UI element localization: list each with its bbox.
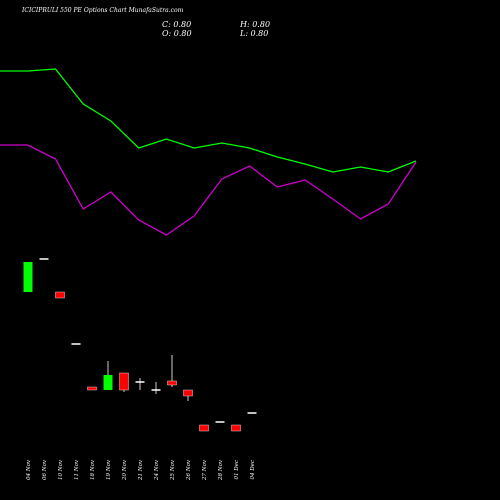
x-tick-label: 06 Nov bbox=[42, 459, 48, 480]
x-tick-label: 10 Nov bbox=[58, 459, 64, 480]
candle-body bbox=[39, 258, 49, 260]
x-tick-label: 27 Nov bbox=[202, 459, 208, 481]
candle-body bbox=[167, 380, 177, 386]
x-tick-label: 19 Nov bbox=[106, 459, 112, 480]
chart-title: ICICIPRULI 550 PE Options Chart MunafaSu… bbox=[21, 7, 184, 14]
candle-body bbox=[71, 343, 81, 345]
candle-body bbox=[119, 372, 129, 391]
overlay-line bbox=[0, 68, 417, 173]
candle-body bbox=[135, 381, 145, 383]
x-tick-label: 04 Dec bbox=[250, 460, 256, 480]
candle-body bbox=[215, 421, 225, 423]
x-tick-label: 21 Nov bbox=[138, 459, 144, 481]
candle-body bbox=[23, 262, 33, 292]
candle-body bbox=[55, 291, 65, 299]
candle-body bbox=[87, 386, 97, 391]
candle-body bbox=[199, 424, 209, 432]
ohlc-high: H: 0.80 bbox=[239, 20, 270, 29]
x-tick-label: 28 Nov bbox=[218, 459, 224, 481]
overlay-line bbox=[0, 144, 417, 236]
x-tick-label: 01 Dec bbox=[234, 460, 240, 480]
x-tick-label: 20 Nov bbox=[122, 459, 128, 481]
x-tick-label: 04 Nov bbox=[26, 459, 32, 480]
x-tick-label: 11 Nov bbox=[74, 459, 80, 480]
ohlc-close: C: 0.80 bbox=[162, 20, 191, 29]
x-tick-label: 26 Nov bbox=[186, 459, 192, 481]
ohlc-open: O: 0.80 bbox=[162, 29, 192, 38]
x-tick-label: 25 Nov bbox=[170, 459, 176, 481]
candle-body bbox=[183, 389, 193, 397]
candle-body bbox=[103, 375, 113, 390]
candle-body bbox=[231, 424, 241, 432]
candle-body bbox=[151, 389, 161, 391]
candle-body bbox=[247, 412, 257, 414]
x-tick-label: 18 Nov bbox=[90, 459, 96, 480]
x-tick-label: 24 Nov bbox=[154, 459, 160, 481]
ohlc-low: L: 0.80 bbox=[239, 29, 268, 38]
